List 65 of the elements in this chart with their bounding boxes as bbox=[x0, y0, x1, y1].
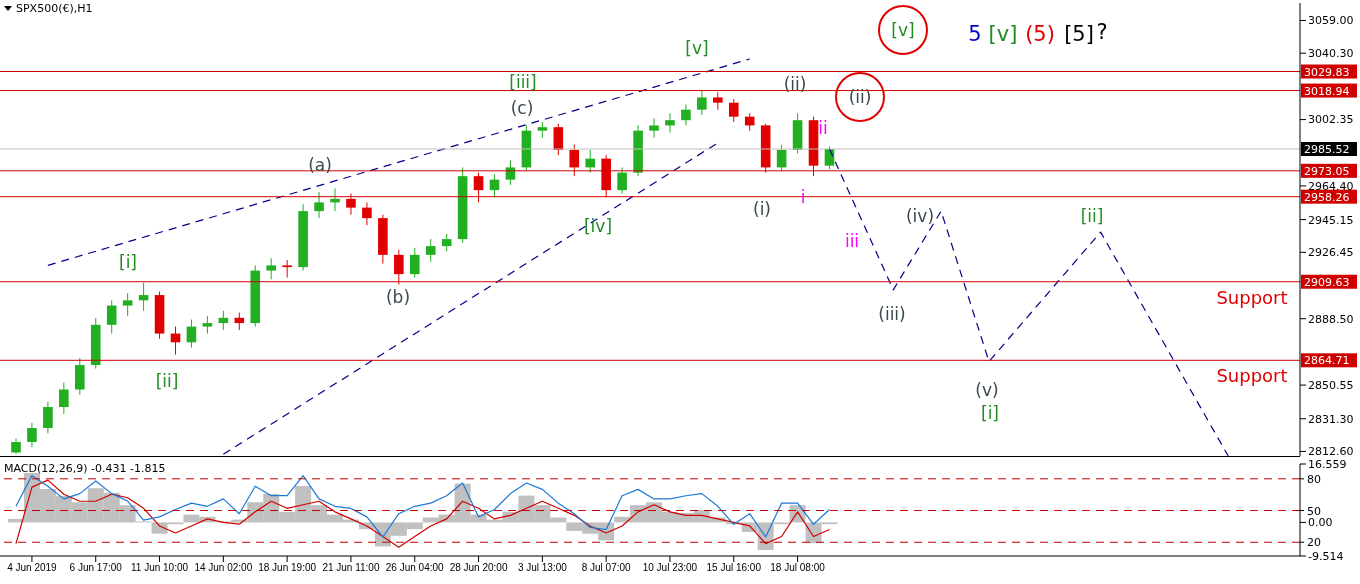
y-tick-label: 3002.35 bbox=[1308, 113, 1354, 127]
annotation: (c) bbox=[510, 97, 534, 118]
ref-line-label: 2985.52 bbox=[1304, 143, 1350, 157]
annotation: [ii] bbox=[155, 370, 179, 391]
y-tick-label: 3040.30 bbox=[1308, 47, 1354, 61]
ref-line-label: 2909.63 bbox=[1304, 275, 1350, 289]
annotation: (a) bbox=[308, 154, 332, 175]
x-tick-label: 3 Jul 13:00 bbox=[517, 562, 568, 574]
y-tick-label: 2831.30 bbox=[1308, 412, 1354, 426]
annotation: [i] bbox=[119, 251, 137, 272]
annotation: (v) bbox=[975, 379, 999, 400]
y-tick-label: 16.559 bbox=[1308, 457, 1347, 471]
y-tick-label: 2812.60 bbox=[1308, 445, 1354, 459]
annotation: [5] bbox=[1064, 21, 1094, 46]
annotation: [ii] bbox=[1080, 205, 1104, 226]
x-tick-label: 21 Jun 11:00 bbox=[322, 562, 380, 574]
y2-tick-label: 50 bbox=[1307, 504, 1321, 518]
x-tick-label: 4 Jun 2019 bbox=[7, 562, 58, 574]
ref-line-label: 3029.83 bbox=[1304, 65, 1350, 79]
annotation: i bbox=[800, 186, 806, 207]
x-tick-label: 10 Jul 23:00 bbox=[642, 562, 698, 574]
x-tick-label: 8 Jul 07:00 bbox=[581, 562, 632, 574]
x-tick-label: 14 Jun 02:00 bbox=[194, 562, 253, 574]
annotation: (ii) bbox=[783, 73, 807, 94]
annotation: [iv] bbox=[583, 215, 613, 236]
annotation: [i] bbox=[981, 402, 999, 423]
y2-tick-label: 20 bbox=[1307, 536, 1321, 550]
ref-line-label: 3018.94 bbox=[1304, 84, 1350, 98]
x-tick-label: 28 Jun 20:00 bbox=[449, 562, 508, 574]
annotation: (iii) bbox=[878, 303, 906, 324]
annotation: ? bbox=[1096, 19, 1108, 44]
x-tick-label: 15 Jul 16:00 bbox=[706, 562, 762, 574]
y2-tick-label: 80 bbox=[1307, 472, 1321, 486]
y-tick-label: 0.00 bbox=[1308, 516, 1333, 530]
y-tick-label: 3059.00 bbox=[1308, 14, 1354, 28]
y-tick-label: 2945.15 bbox=[1308, 213, 1354, 227]
annotation: (i) bbox=[753, 198, 771, 219]
annotation: 5 bbox=[968, 21, 982, 46]
annotation: Support bbox=[1216, 287, 1288, 308]
ref-line-label: 2958.26 bbox=[1304, 190, 1350, 204]
y-tick-label: -9.514 bbox=[1308, 549, 1344, 563]
annotation: (ii) bbox=[848, 86, 872, 107]
annotation: iii bbox=[844, 230, 860, 251]
chart-title: SPX500(€),H1 bbox=[16, 2, 93, 15]
y-tick-label: 2850.55 bbox=[1308, 378, 1354, 392]
annotation: [v] bbox=[891, 19, 915, 40]
chart-title: MACD(12,26,9) -0.431 -1.815 bbox=[4, 462, 166, 475]
annotation: (5) bbox=[1025, 21, 1055, 46]
annotation: [iii] bbox=[509, 71, 537, 92]
annotation: [v] bbox=[685, 37, 709, 58]
y-tick-label: 2888.50 bbox=[1308, 312, 1354, 326]
annotation: ii bbox=[818, 117, 828, 138]
x-tick-label: 18 Jul 08:00 bbox=[770, 562, 826, 574]
x-tick-label: 26 Jun 04:00 bbox=[385, 562, 445, 574]
annotation: (iv) bbox=[905, 205, 935, 226]
annotation: (b) bbox=[385, 286, 411, 307]
x-tick-label: 18 Jun 19:00 bbox=[258, 562, 317, 574]
ref-line-label: 2973.05 bbox=[1304, 164, 1350, 178]
annotation: [v] bbox=[988, 21, 1018, 46]
y-tick-label: 2964.40 bbox=[1308, 179, 1354, 193]
y-tick-label: 2926.45 bbox=[1308, 246, 1354, 260]
annotation: Support bbox=[1216, 365, 1288, 386]
x-tick-label: 11 Jun 10:00 bbox=[130, 562, 189, 574]
x-tick-label: 6 Jun 17:00 bbox=[69, 562, 123, 574]
ref-line-label: 2864.71 bbox=[1304, 354, 1350, 368]
